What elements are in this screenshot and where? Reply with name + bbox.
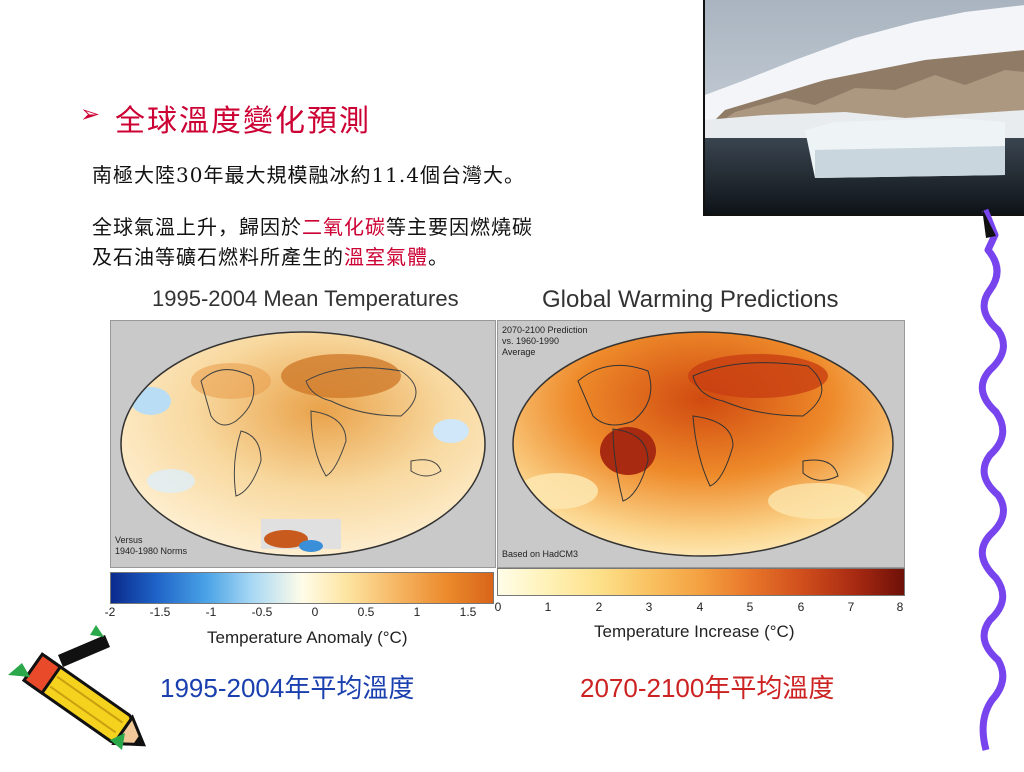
left-map-note: Versus 1940-1980 Norms: [115, 535, 187, 557]
left-note-line-2: 1940-1980 Norms: [115, 546, 188, 556]
right-tick: 5: [746, 600, 754, 614]
co2-highlight: 二氧化碳: [302, 215, 386, 239]
wavy-border: [950, 190, 1024, 768]
paragraph-line-3: 及石油等礦石燃料所產生的溫室氣體。: [92, 242, 449, 272]
right-tick: 3: [645, 600, 653, 614]
right-note-line-1: 2070-2100 Prediction: [502, 325, 588, 335]
right-map-title: Global Warming Predictions: [542, 286, 839, 313]
right-tick: 0: [494, 600, 502, 614]
right-tick: 4: [696, 600, 704, 614]
line2-text-b: 等主要因燃燒碳: [386, 215, 533, 239]
left-caption: 1995-2004年平均溫度: [160, 673, 415, 703]
right-tick: 7: [847, 600, 855, 614]
left-tick: 1.5: [459, 605, 477, 619]
left-tick: 0.5: [357, 605, 375, 619]
pencil-clipart: [0, 615, 160, 765]
left-tick: -0.5: [251, 605, 273, 619]
left-tick: 0: [311, 605, 319, 619]
left-note-line-1: Versus: [115, 535, 143, 545]
right-tick: 2: [595, 600, 603, 614]
left-map-title: 1995-2004 Mean Temperatures: [152, 286, 459, 311]
right-caption: 2070-2100年平均溫度: [580, 673, 835, 703]
left-tick: 1: [413, 605, 421, 619]
right-tick: 8: [896, 600, 904, 614]
left-tick: -1: [205, 605, 217, 619]
left-colorbar: [110, 572, 494, 604]
right-map-source: Based on HadCM3: [502, 549, 579, 559]
right-note-line-3: Average: [502, 347, 536, 357]
paragraph-line-2: 全球氣溫上升，歸因於二氧化碳等主要因燃燒碳: [92, 212, 533, 242]
paragraph-line-1: 南極大陸30年最大規模融冰約11.4個台灣大。: [92, 163, 525, 187]
left-tick: -2: [104, 605, 116, 619]
left-map: Versus 1940-1980 Norms: [110, 320, 496, 568]
line2-text-a: 全球氣溫上升，歸因於: [92, 215, 302, 239]
slide-heading: 全球溫度變化預測: [115, 104, 371, 139]
right-map: 2070-2100 Prediction vs. 1960-1990 Avera…: [497, 320, 905, 568]
right-note-line-2: vs. 1960-1990: [502, 336, 560, 346]
right-tick: 1: [544, 600, 552, 614]
line3-text-a: 及石油等礦石燃料所產生的: [92, 245, 344, 269]
greenhouse-gas-highlight: 溫室氣體: [344, 245, 428, 269]
right-colorbar-label: Temperature Increase (°C): [594, 622, 795, 641]
right-tick: 6: [797, 600, 805, 614]
left-colorbar-label: Temperature Anomaly (°C): [207, 628, 408, 647]
iceberg-photo: [703, 0, 1024, 216]
line3-text-end: 。: [428, 245, 449, 269]
bullet-arrow-icon: ➢: [80, 100, 101, 128]
left-tick: -1.5: [149, 605, 171, 619]
right-map-note: 2070-2100 Prediction vs. 1960-1990 Avera…: [502, 325, 588, 358]
right-colorbar: [497, 568, 905, 596]
